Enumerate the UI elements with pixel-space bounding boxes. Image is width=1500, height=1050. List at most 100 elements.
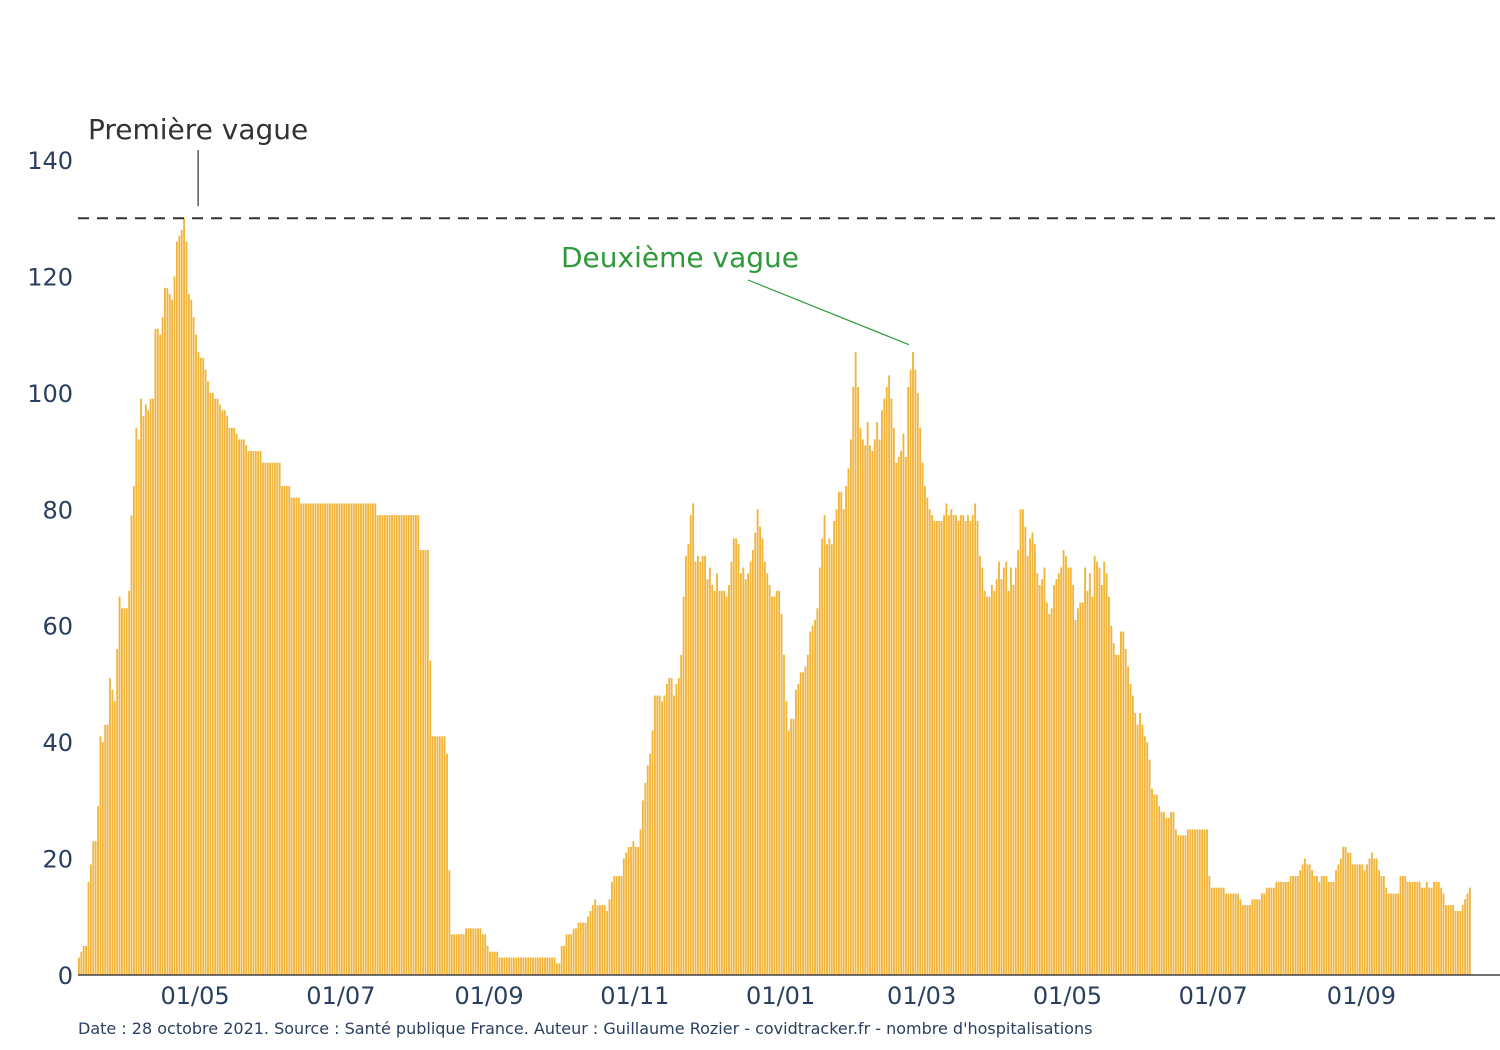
bar: [725, 596, 728, 975]
bar: [1461, 905, 1464, 975]
bar: [988, 596, 991, 975]
bar: [383, 515, 386, 975]
bar: [407, 515, 410, 975]
bar: [718, 590, 721, 975]
bar: [1344, 846, 1347, 975]
bar: [802, 672, 804, 975]
bar: [1304, 858, 1306, 975]
bar: [230, 427, 233, 975]
bar: [1332, 881, 1335, 975]
bar: [1122, 631, 1125, 975]
bar: [947, 515, 950, 975]
bar: [692, 503, 695, 975]
bar: [873, 439, 876, 975]
bar: [319, 503, 322, 975]
bar: [1117, 654, 1120, 975]
bar: [1155, 794, 1158, 975]
bar: [589, 910, 592, 975]
bar: [450, 934, 453, 975]
x-tick-label: 01/11: [600, 982, 669, 1010]
bar: [959, 515, 962, 975]
bar: [938, 520, 941, 975]
bar: [974, 503, 977, 975]
bar: [553, 957, 556, 975]
bar: [367, 503, 370, 975]
bar: [634, 846, 637, 975]
x-tick-label: 01/03: [887, 982, 956, 1010]
bar: [192, 317, 195, 975]
bar: [1265, 887, 1268, 975]
bar: [754, 532, 757, 975]
bar: [424, 550, 427, 975]
bar: [109, 678, 111, 975]
bar: [1057, 573, 1060, 975]
bar: [235, 433, 238, 975]
bar: [1251, 899, 1254, 975]
bar: [1096, 561, 1098, 975]
bar: [1342, 846, 1345, 975]
bar: [130, 515, 133, 975]
bar: [1072, 584, 1075, 975]
bar: [931, 515, 934, 975]
bar: [1007, 590, 1010, 975]
x-tick-label: 01/09: [454, 982, 523, 1010]
bar: [223, 410, 226, 975]
bar: [1194, 829, 1196, 975]
bar: [1206, 829, 1208, 975]
bar: [1299, 870, 1302, 975]
bar: [527, 957, 530, 975]
bar: [919, 427, 922, 975]
bar: [685, 555, 687, 975]
bar: [460, 934, 463, 975]
bar: [606, 910, 609, 975]
bar: [1115, 654, 1118, 975]
bar: [952, 515, 955, 975]
bar: [352, 503, 355, 975]
bar: [1335, 870, 1337, 975]
bar: [599, 905, 601, 975]
bar: [429, 660, 432, 975]
bar: [563, 945, 566, 975]
bar: [661, 701, 663, 975]
x-tick-label: 01/01: [746, 982, 815, 1010]
bar: [656, 695, 659, 975]
bar: [455, 934, 458, 975]
bar: [1244, 905, 1247, 975]
bar: [1277, 881, 1280, 975]
bar: [309, 503, 312, 975]
bar: [207, 381, 209, 976]
bar: [529, 957, 532, 975]
bar: [857, 387, 859, 975]
bar: [673, 695, 675, 975]
bar: [544, 957, 546, 975]
bar: [1366, 864, 1369, 975]
bar: [780, 614, 783, 975]
bar: [472, 928, 475, 975]
bar: [216, 398, 219, 975]
bar: [1038, 584, 1041, 975]
bar: [293, 497, 295, 975]
bar: [1237, 893, 1239, 975]
bar: [1394, 893, 1397, 975]
bar: [632, 841, 635, 975]
bar: [775, 590, 778, 975]
bar: [637, 846, 640, 975]
bar: [1416, 881, 1419, 975]
bar: [1449, 905, 1452, 975]
bar: [386, 515, 389, 975]
bar: [369, 503, 372, 975]
y-tick-label: 140: [27, 147, 73, 175]
bar: [778, 590, 781, 975]
bar: [1232, 893, 1235, 975]
bar: [326, 503, 329, 975]
bar: [902, 433, 905, 975]
bar: [496, 951, 499, 975]
bar: [1062, 550, 1065, 975]
bar: [453, 934, 456, 975]
bar: [250, 451, 252, 975]
bar: [1222, 887, 1225, 975]
bar: [395, 515, 398, 975]
bar: [1189, 829, 1192, 975]
bar: [799, 672, 802, 975]
bar: [837, 491, 840, 975]
